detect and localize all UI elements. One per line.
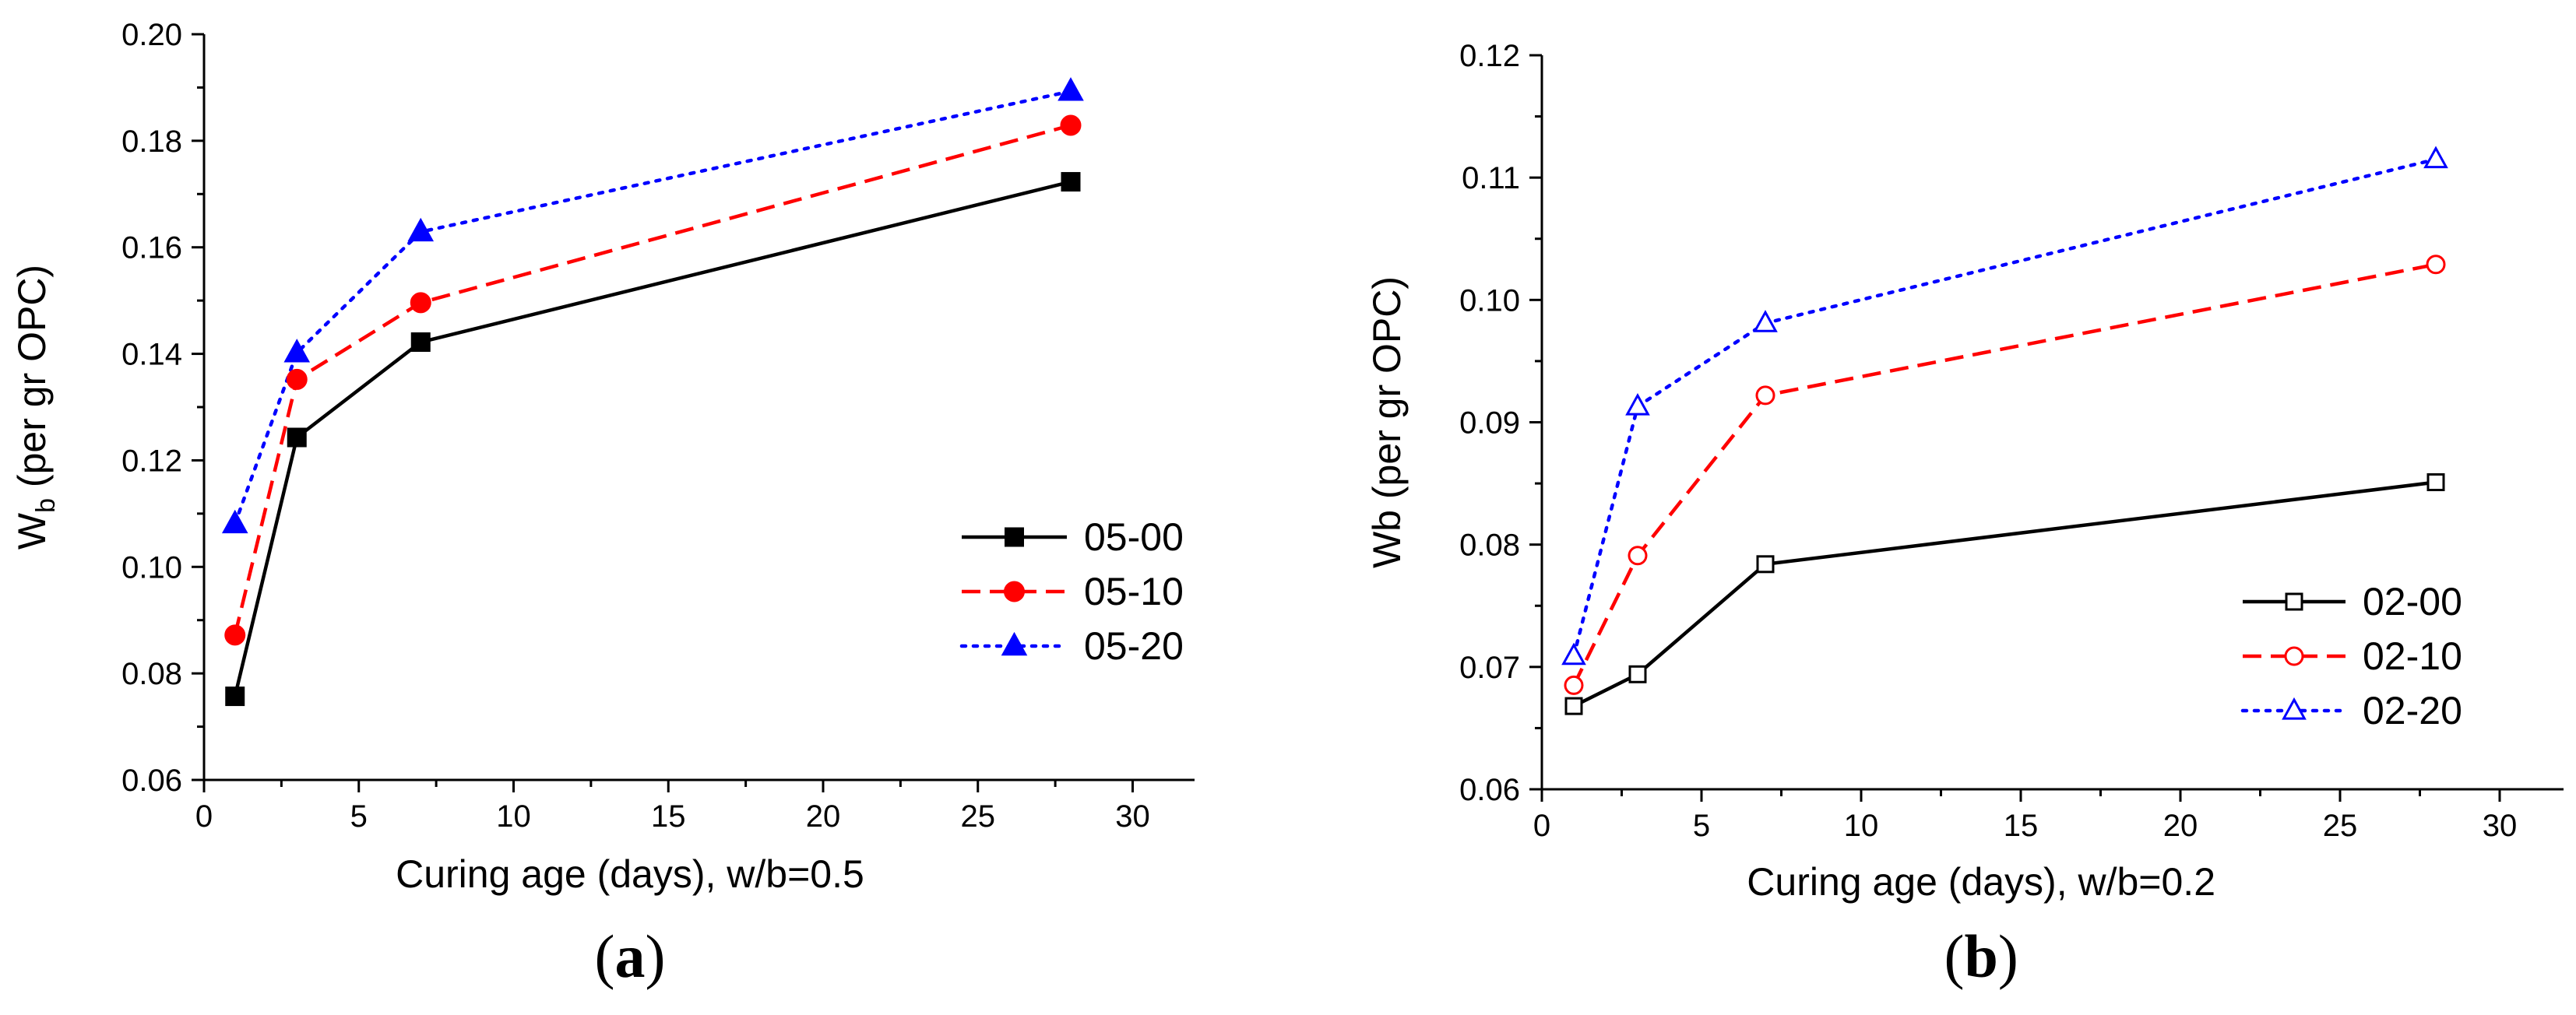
chart-a-y-tick-label: 0.12 xyxy=(121,444,182,478)
chart-b-legend-marker-02-20 xyxy=(2282,697,2307,720)
chart-b-point-02-00 xyxy=(2426,473,2445,492)
chart-b-y-tick-label: 0.08 xyxy=(1459,529,1520,563)
chart-a-point-05-10 xyxy=(410,292,431,314)
chart-a-point-05-10 xyxy=(224,624,246,646)
chart-b-x-tick-label: 15 xyxy=(2004,809,2039,843)
chart-a-panel-label: (a) xyxy=(594,922,665,990)
chart-a-legend-label-05-00: 05-00 xyxy=(1084,515,1184,559)
chart-a-y-tick-label: 0.20 xyxy=(121,18,182,52)
chart-b-point-02-00 xyxy=(1564,697,1583,715)
chart-b-point-02-20 xyxy=(1561,642,1586,666)
chart-a-point-05-00 xyxy=(287,427,307,448)
chart-b-point-02-00 xyxy=(1756,555,1775,574)
chart-a-series-line-05-20 xyxy=(233,89,1073,526)
chart-b-x-tick-label: 10 xyxy=(1844,809,1879,843)
chart-a-y-tick-label: 0.18 xyxy=(121,125,182,159)
chart-a-y-tick-label: 0.14 xyxy=(121,338,182,372)
chart-b-series-line-02-00 xyxy=(1572,480,2437,708)
chart-a-x-tick-label: 30 xyxy=(1115,799,1150,834)
chart-a-y-axis-title: Wb (per gr OPC) xyxy=(10,265,61,550)
chart-b-point-02-20 xyxy=(2423,146,2448,169)
chart-b-legend-marker-02-10 xyxy=(2284,646,2304,666)
chart-b-point-02-20 xyxy=(1753,310,1778,332)
chart-a-y-tick-label: 0.10 xyxy=(121,550,182,585)
chart-b-series-line-02-10 xyxy=(1571,262,2437,687)
chart-a-legend-marker-05-00 xyxy=(1005,527,1024,547)
chart-a-series-line-05-10 xyxy=(233,123,1072,636)
chart-b-panel-label-close: ) xyxy=(1998,922,2018,990)
chart-b-x-tick-label: 5 xyxy=(1693,809,1710,843)
chart-b-y-axis-title-rest: (per gr OPC) xyxy=(1365,276,1409,510)
chart-b-point-02-10 xyxy=(1755,385,1775,406)
chart-b-x-axis-title: Curing age (days), w/b=0.2 xyxy=(1747,860,2215,904)
chart-b-legend-label-02-10: 02-10 xyxy=(2363,634,2462,678)
chart-b-point-02-00 xyxy=(1628,665,1647,683)
chart-b-y-tick-label: 0.11 xyxy=(1462,161,1520,195)
chart-b-legend: 02-00 02-10 02-20 xyxy=(2240,580,2462,732)
chart-a-legend-label-05-20: 05-20 xyxy=(1084,624,1184,668)
chart-a-legend-marker-05-10 xyxy=(1004,581,1025,602)
chart-b-y-tick-label: 0.10 xyxy=(1459,283,1520,318)
chart-a-y-axis-title-sub: b xyxy=(31,498,61,513)
chart-a-point-05-10 xyxy=(286,368,308,390)
chart-a-panel-label-open: ( xyxy=(594,922,614,990)
chart-b-legend-marker-02-00 xyxy=(2285,592,2303,611)
chart-b-y-axis-title: Wb (per gr OPC) xyxy=(1365,276,1409,568)
chart-a-y-axis-title-rest: (per gr OPC) xyxy=(10,265,54,498)
chart-b-point-02-20 xyxy=(1625,392,1650,416)
chart-a-point-05-20 xyxy=(407,217,435,242)
chart-a-panel-label-close: ) xyxy=(645,922,665,990)
chart-a: 0 5 10 15 20 25 30 0.06 0.08 0.10 0.12 0.14 0.16 0.18… xyxy=(10,18,1195,990)
chart-b-point-02-10 xyxy=(1628,546,1648,566)
chart-b-x-tick-label: 20 xyxy=(2163,809,2198,843)
chart-a-legend-marker-05-20 xyxy=(1001,631,1028,656)
chart-a-point-05-00 xyxy=(1061,172,1081,192)
chart-a-x-axis-title: Curing age (days), w/b=0.5 xyxy=(396,852,864,896)
chart-b-panel-label-open: ( xyxy=(1944,922,1964,990)
chart-b-series-line-02-20 xyxy=(1571,157,2438,658)
chart-b-y-tick-label: 0.09 xyxy=(1459,406,1520,441)
chart-b-legend-label-02-20: 02-20 xyxy=(2363,689,2462,732)
chart-b: 0 5 10 15 20 25 30 0.06 0.07 0.08 0.09 0.10 0.11 0.12… xyxy=(1365,39,2564,990)
chart-a-series-line-05-00 xyxy=(233,180,1072,697)
chart-a-y-tick-label: 0.16 xyxy=(121,231,182,265)
chart-a-x-tick-label: 10 xyxy=(496,799,531,834)
chart-a-y-axis-title-main: W xyxy=(10,512,54,550)
chart-b-x-tick-label: 30 xyxy=(2483,809,2518,843)
chart-a-x-tick-label: 25 xyxy=(961,799,996,834)
chart-b-panel-label: (b) xyxy=(1944,922,2018,990)
chart-a-x-tick-label: 20 xyxy=(806,799,841,834)
chart-b-panel-label-letter: b xyxy=(1964,922,1997,990)
chart-a-y-tick-label: 0.06 xyxy=(121,764,182,798)
chart-b-y-tick-label: 0.06 xyxy=(1459,773,1520,807)
chart-a-panel-label-letter: a xyxy=(614,922,645,990)
chart-a-point-05-00 xyxy=(410,332,431,353)
chart-a-x-tick-label: 0 xyxy=(195,799,213,834)
chart-b-legend-label-02-00: 02-00 xyxy=(2363,580,2462,623)
chart-a-point-05-20 xyxy=(1057,77,1084,101)
chart-b-y-tick-label: 0.07 xyxy=(1459,651,1520,685)
chart-a-x-tick-label: 15 xyxy=(651,799,686,834)
chart-a-legend-label-05-10: 05-10 xyxy=(1084,570,1184,613)
chart-a-x-tick-label: 5 xyxy=(350,799,368,834)
chart-a-legend: 05-00 05-10 05-20 xyxy=(959,515,1184,668)
chart-b-point-02-10 xyxy=(1564,675,1584,695)
chart-a-point-05-00 xyxy=(225,687,245,707)
chart-a-y-tick-label: 0.08 xyxy=(121,657,182,691)
chart-a-point-05-20 xyxy=(221,509,248,534)
chart-b-y-axis-title-main: Wb xyxy=(1365,510,1409,568)
chart-a-point-05-20 xyxy=(283,339,311,363)
chart-b-x-tick-label: 25 xyxy=(2323,809,2358,843)
chart-b-x-tick-label: 0 xyxy=(1533,809,1550,843)
chart-b-point-02-10 xyxy=(2426,255,2446,275)
chart-a-point-05-10 xyxy=(1060,114,1082,136)
chart-b-y-tick-label: 0.12 xyxy=(1459,39,1520,73)
